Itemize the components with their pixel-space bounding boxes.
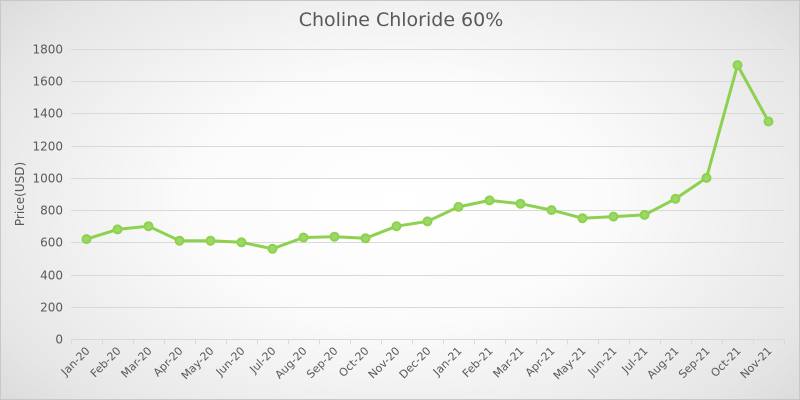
y-tick-label: 0 <box>55 333 63 347</box>
x-tick-label: Nov-21 <box>738 344 775 381</box>
data-point-marker <box>174 235 185 246</box>
y-tick-label: 1400 <box>32 107 63 121</box>
x-tick-label: Feb-20 <box>88 344 124 380</box>
y-tick-label: 1600 <box>32 75 63 89</box>
y-tick-label: 600 <box>40 236 63 250</box>
x-tick-label: Aug-20 <box>273 344 310 381</box>
data-point-marker <box>112 224 123 235</box>
data-point-marker <box>453 201 464 212</box>
x-tick-label: Sep-20 <box>304 344 341 381</box>
x-tick-label: Feb-21 <box>460 344 496 380</box>
y-axis: 0 200 400 600 800 1000 1200 1400 1600 1800 <box>32 43 63 347</box>
x-tick-label: Jan-20 <box>58 344 93 379</box>
x-tick-label: Mar-21 <box>491 344 527 380</box>
data-point-marker <box>81 234 92 245</box>
data-point-marker <box>422 216 433 227</box>
data-point-marker <box>298 232 309 243</box>
x-tick-label: Jan-21 <box>430 344 465 379</box>
x-tick-label: May-21 <box>551 344 589 382</box>
x-tick-label: Aug-21 <box>645 344 682 381</box>
chart-title: Choline Chloride 60% <box>298 9 504 31</box>
data-point-marker <box>515 198 526 209</box>
y-tick-label: 1800 <box>32 43 63 57</box>
data-point-marker <box>701 172 712 183</box>
data-point-marker <box>329 231 340 242</box>
data-point-marker <box>484 195 495 206</box>
y-tick-label: 1000 <box>32 172 63 186</box>
y-tick-label: 800 <box>40 204 63 218</box>
data-point-marker <box>360 233 371 244</box>
data-point-marker <box>577 213 588 224</box>
data-point-marker <box>670 193 681 204</box>
gridlines <box>71 49 784 308</box>
x-tick-label: Nov-20 <box>366 344 403 381</box>
x-tick-label: Dec-20 <box>397 344 434 381</box>
y-tick-label: 1200 <box>32 140 63 154</box>
data-point-marker <box>546 205 557 216</box>
data-point-marker <box>267 243 278 254</box>
data-point-marker <box>236 237 247 248</box>
data-point-marker <box>763 116 774 127</box>
x-tick-label: Sep-21 <box>676 344 713 381</box>
y-tick-label: 200 <box>40 301 63 315</box>
data-point-marker <box>143 221 154 232</box>
x-tick-label: Oct-20 <box>336 344 371 379</box>
data-point-marker <box>639 209 650 220</box>
x-tick-label: Mar-20 <box>119 344 155 380</box>
x-tick-label: Jun-20 <box>213 344 248 379</box>
data-point-marker <box>608 211 619 222</box>
y-tick-label: 400 <box>40 269 63 283</box>
data-point-marker <box>732 60 743 71</box>
data-point-marker <box>205 235 216 246</box>
x-tick-label: Jun-21 <box>585 344 620 379</box>
data-point-marker <box>391 221 402 232</box>
x-tick-label: May-20 <box>179 344 217 382</box>
x-tick-label: Oct-21 <box>708 344 743 379</box>
data-series <box>81 60 774 254</box>
